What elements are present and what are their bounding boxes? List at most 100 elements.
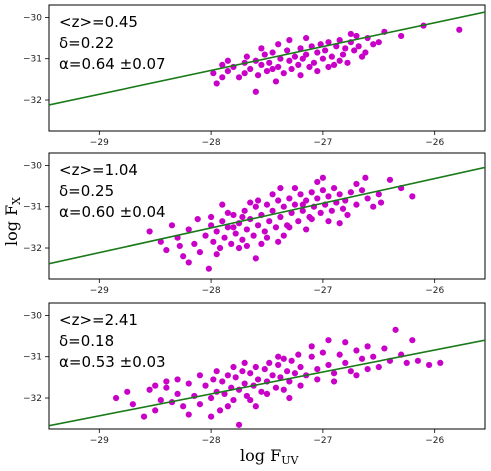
- data-point: [286, 224, 293, 231]
- data-point: [358, 355, 366, 362]
- data-point: [398, 32, 405, 40]
- data-point: [319, 55, 326, 62]
- data-point: [275, 197, 282, 204]
- x-axis-label: log FUV: [240, 446, 299, 467]
- x-tick-label: −28: [202, 138, 221, 148]
- data-point: [328, 53, 335, 60]
- data-point: [280, 70, 287, 77]
- data-point: [358, 187, 366, 194]
- data-point: [286, 394, 293, 402]
- data-point: [252, 403, 259, 410]
- data-point: [426, 361, 433, 369]
- data-point: [288, 65, 295, 73]
- data-point: [308, 215, 315, 223]
- data-point: [269, 49, 276, 56]
- data-point: [303, 51, 310, 58]
- data-point: [330, 370, 338, 377]
- data-point: [297, 72, 304, 79]
- data-point: [180, 403, 187, 410]
- data-point: [210, 70, 217, 77]
- data-point: [254, 222, 262, 229]
- x-tick-label: −28: [202, 436, 221, 446]
- data-point: [194, 215, 201, 223]
- data-point: [269, 207, 276, 214]
- data-point: [325, 193, 332, 200]
- data-point: [339, 205, 347, 212]
- data-point: [275, 361, 282, 369]
- data-point: [216, 244, 224, 252]
- data-point: [303, 226, 310, 233]
- data-point: [124, 388, 131, 395]
- data-point: [241, 207, 248, 214]
- data-point: [261, 228, 268, 235]
- data-point: [347, 368, 354, 375]
- data-point: [263, 67, 271, 75]
- data-point: [224, 209, 231, 217]
- data-point: [219, 61, 226, 69]
- data-point: [247, 65, 254, 73]
- data-point: [386, 176, 394, 183]
- x-tick-label: −29: [90, 286, 109, 296]
- data-point: [303, 34, 310, 42]
- y-tick-label: −31: [23, 55, 42, 65]
- data-point: [269, 372, 276, 379]
- data-point: [375, 39, 382, 46]
- data-point: [284, 368, 291, 375]
- annotation-1: <z>=0.45: [59, 13, 138, 31]
- data-point: [342, 339, 349, 346]
- data-point: [288, 209, 295, 217]
- fit-line: [49, 11, 485, 106]
- data-point: [339, 51, 347, 58]
- scatter-panel-2: −29 −28 −27 −26 −30 −31 −32 <z>=1.04 δ=0.25 α=0.6…: [23, 152, 486, 296]
- annotation-2: δ=0.22: [59, 34, 114, 52]
- data-point: [291, 201, 299, 208]
- data-point: [353, 201, 360, 208]
- data-point: [196, 401, 204, 408]
- data-point: [409, 337, 416, 344]
- data-point: [168, 222, 176, 229]
- data-point: [224, 403, 231, 410]
- data-point: [252, 363, 259, 371]
- data-point: [247, 199, 254, 206]
- data-point: [375, 363, 382, 371]
- data-point: [297, 191, 304, 198]
- data-point: [297, 363, 304, 371]
- data-point: [325, 337, 332, 344]
- x-tick-label: −29: [90, 138, 109, 148]
- data-point: [336, 57, 343, 64]
- data-point: [319, 349, 326, 356]
- data-point: [213, 228, 220, 235]
- data-point: [325, 218, 332, 225]
- data-point: [263, 390, 271, 397]
- data-point: [328, 207, 335, 214]
- data-point: [174, 390, 181, 397]
- data-point: [129, 401, 136, 408]
- data-point: [330, 378, 338, 385]
- data-point: [277, 374, 284, 381]
- data-point: [280, 355, 287, 362]
- data-point: [280, 232, 287, 239]
- data-point: [224, 224, 231, 231]
- data-point: [247, 370, 254, 377]
- data-point: [261, 365, 268, 373]
- data-point: [219, 378, 226, 385]
- data-point: [191, 240, 198, 247]
- data-point: [347, 189, 354, 196]
- data-point: [286, 57, 293, 64]
- data-point: [185, 411, 192, 418]
- data-point: [456, 26, 463, 33]
- data-point: [243, 53, 250, 60]
- data-point: [176, 242, 183, 250]
- x-tick-label: −27: [313, 286, 332, 296]
- data-point: [208, 213, 215, 221]
- data-point: [275, 353, 282, 360]
- data-point: [243, 226, 250, 233]
- data-point: [355, 43, 362, 50]
- data-point: [230, 363, 237, 371]
- data-point: [409, 193, 416, 200]
- annotation-2: δ=0.25: [59, 182, 114, 200]
- data-point: [266, 218, 273, 225]
- data-point: [319, 174, 326, 181]
- data-point: [219, 218, 226, 225]
- y-axis-label: log FX: [2, 197, 23, 246]
